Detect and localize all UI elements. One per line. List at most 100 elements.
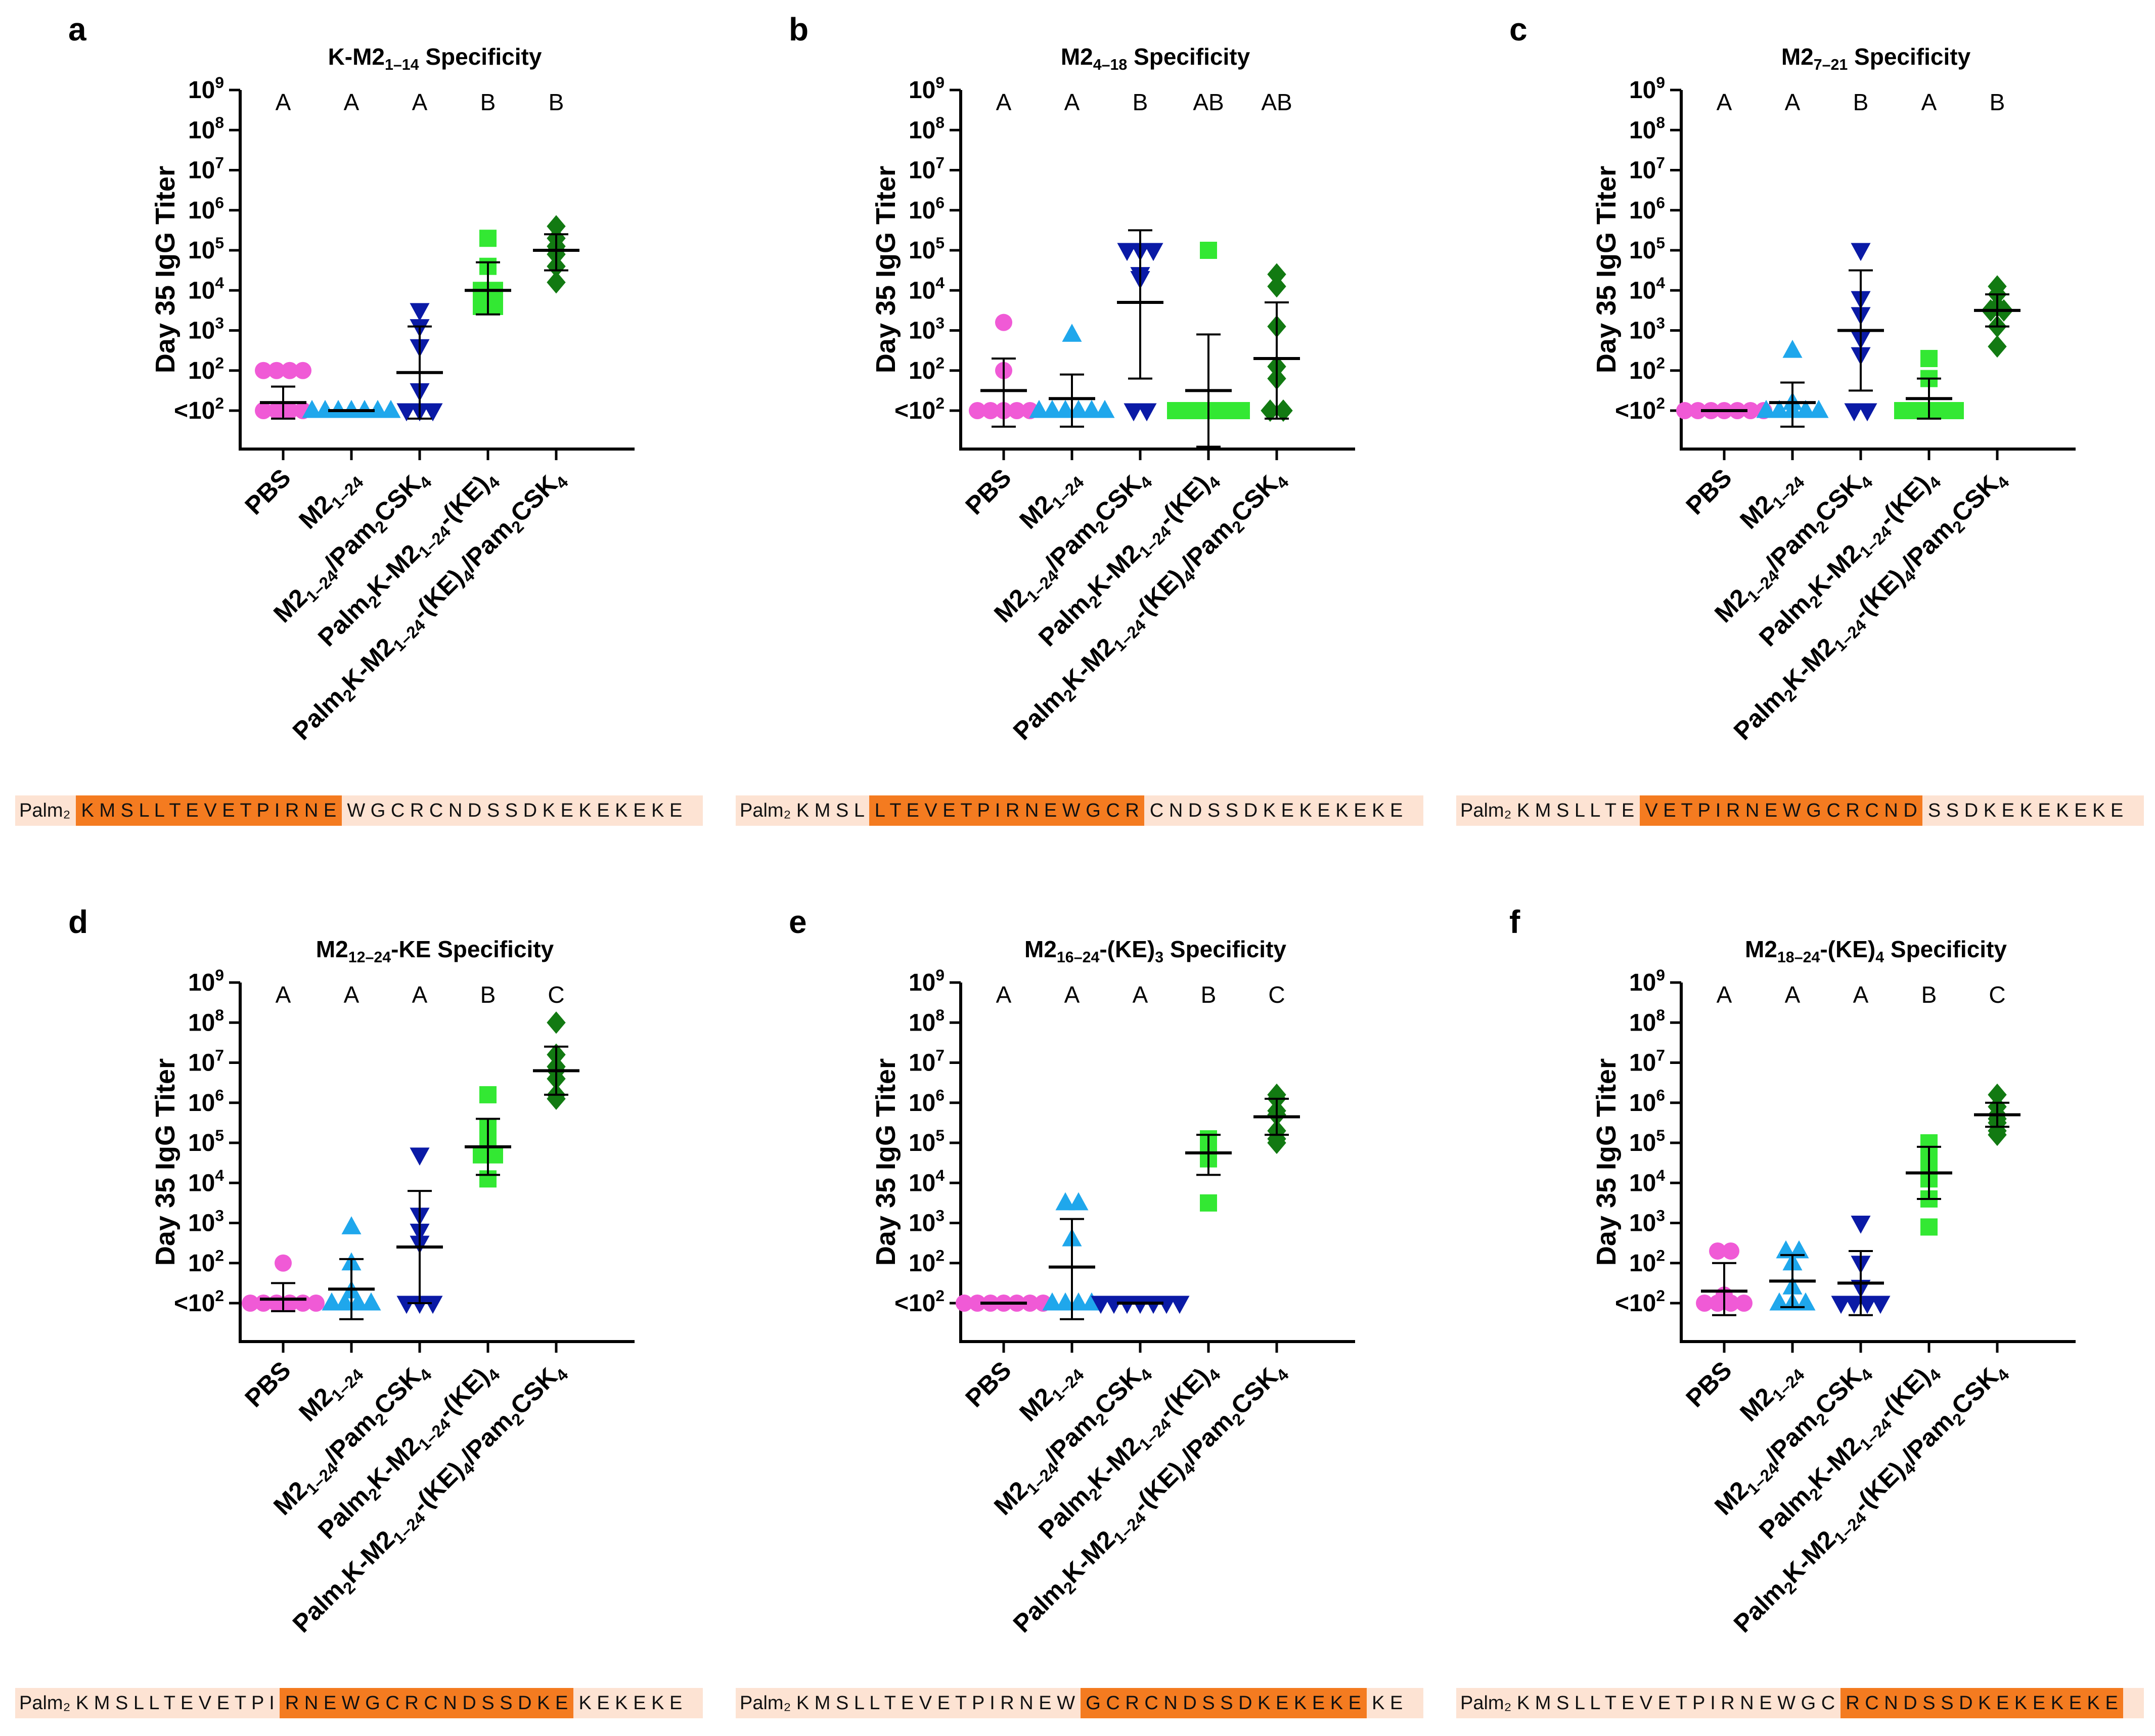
data-point — [1117, 1296, 1137, 1314]
panel-a: a K-M21–14 Specificity <102 102 103 104 105 106… — [68, 11, 635, 745]
panel-letter: e — [789, 904, 807, 940]
y-tick-label: 107 — [1629, 1046, 1665, 1076]
panel-c: c M27–21 Specificity <102 102 103 104 105 106 10… — [1509, 11, 2076, 745]
y-tick-label: 103 — [909, 1206, 945, 1236]
sequence-prefix: Palm₂ — [740, 800, 796, 821]
series-2 — [1837, 243, 1884, 422]
series-4 — [1253, 263, 1300, 422]
data-point — [1008, 402, 1025, 419]
chart-title: M216–24-(KE)3 Specificity — [1024, 936, 1286, 966]
sequence-before: K M S L L T E V E T P I — [75, 1693, 280, 1714]
data-point — [1055, 1292, 1075, 1311]
sequence-highlight: V E T P I R N E W G C R C N D — [1639, 795, 1923, 826]
sequence-before: K M S L L T E — [1516, 800, 1640, 821]
data-point — [302, 399, 322, 418]
data-point — [1042, 1292, 1062, 1311]
series-2 — [1831, 1216, 1891, 1316]
y-tick-label: 102 — [188, 1247, 224, 1277]
y-tick-label: 103 — [1629, 1206, 1665, 1236]
data-point — [1844, 1296, 1864, 1314]
data-point — [1676, 402, 1693, 419]
series-2 — [1091, 1296, 1190, 1314]
y-tick-label: <102 — [894, 394, 945, 424]
significance-letter: AB — [1193, 89, 1224, 115]
sequence-bar-a: Palm₂ K M S L L T E V E T P I R N E W G … — [15, 795, 703, 826]
data-point — [1055, 399, 1075, 418]
y-tick-label: 106 — [909, 1086, 945, 1117]
sequence-prefix: Palm₂ — [19, 1693, 76, 1714]
x-tick-label: PBS — [239, 463, 296, 520]
significance-letter: A — [1785, 982, 1801, 1008]
y-tick-label: 108 — [188, 113, 224, 144]
significance-letter: C — [1989, 982, 2005, 1008]
y-tick-label: 108 — [188, 1006, 224, 1036]
y-tick-label: <102 — [1615, 1286, 1665, 1317]
panel-letter: a — [68, 11, 86, 48]
data-point — [348, 1292, 368, 1311]
chart-title: M27–21 Specificity — [1781, 43, 1971, 73]
data-point — [1200, 242, 1217, 259]
y-tick-label: 107 — [188, 1046, 224, 1076]
data-point — [255, 362, 272, 379]
y-tick-label: 103 — [1629, 314, 1665, 344]
y-axis-label: Day 35 IgG Titer — [871, 1058, 901, 1266]
y-tick-label: 105 — [1629, 234, 1665, 264]
data-point — [396, 403, 417, 422]
data-point — [1170, 1296, 1190, 1314]
data-point — [1735, 1295, 1753, 1312]
series-3 — [1185, 1130, 1232, 1212]
data-point — [479, 1086, 497, 1103]
data-point — [1709, 1295, 1726, 1312]
y-tick-label: 107 — [909, 1046, 945, 1076]
series-3 — [465, 230, 511, 316]
y-axis-label: Day 35 IgG Titer — [1591, 166, 1622, 373]
significance-letter: A — [1853, 982, 1869, 1008]
data-point — [410, 1147, 430, 1166]
series-4 — [533, 215, 579, 294]
data-point — [969, 402, 986, 419]
data-point — [381, 399, 401, 418]
y-tick-label: 102 — [188, 354, 224, 384]
x-tick-label: PBS — [239, 1356, 296, 1412]
data-point — [255, 402, 272, 419]
series-2 — [396, 303, 443, 422]
series-4 — [1253, 1083, 1300, 1154]
series-0 — [242, 1254, 325, 1312]
y-tick-label: <102 — [894, 1286, 945, 1317]
data-point — [1068, 1192, 1089, 1211]
series-1 — [1769, 1240, 1816, 1311]
y-tick-label: 109 — [909, 73, 945, 104]
data-point — [1267, 1131, 1286, 1154]
series-0 — [1696, 1242, 1753, 1316]
y-tick-label: 109 — [909, 966, 945, 996]
y-tick-label: 109 — [1629, 966, 1665, 996]
data-point — [1857, 1296, 1877, 1314]
y-tick-label: <102 — [174, 1286, 224, 1317]
y-tick-label: <102 — [1615, 394, 1665, 424]
data-point — [1831, 1296, 1851, 1314]
data-point — [1809, 399, 1829, 418]
significance-letter: B — [480, 982, 496, 1008]
significance-letter: A — [1717, 982, 1732, 1008]
significance-letter: B — [549, 89, 564, 115]
series-0 — [956, 1295, 1052, 1312]
data-point — [1233, 402, 1250, 419]
series-1 — [1756, 339, 1829, 428]
data-point — [1782, 339, 1803, 358]
sequence-bar-e: Palm₂ K M S L L T E V E T P I R N E W G … — [736, 1688, 1423, 1718]
significance-letter: B — [480, 89, 496, 115]
data-point — [268, 402, 285, 419]
significance-letter: A — [412, 982, 428, 1008]
sequence-bar-c: Palm₂ K M S L L T E V E T P I R N E W G … — [1456, 795, 2144, 826]
data-point — [1795, 1292, 1816, 1311]
series-1 — [322, 1216, 381, 1320]
chart-title: M212–24-KE Specificity — [316, 936, 554, 966]
data-point — [1795, 399, 1816, 418]
y-tick-label: 107 — [909, 153, 945, 184]
data-point — [1857, 403, 1877, 422]
y-tick-label: 108 — [1629, 113, 1665, 144]
data-point — [242, 1295, 259, 1312]
data-point — [1920, 1218, 1938, 1236]
significance-letter: A — [344, 89, 360, 115]
